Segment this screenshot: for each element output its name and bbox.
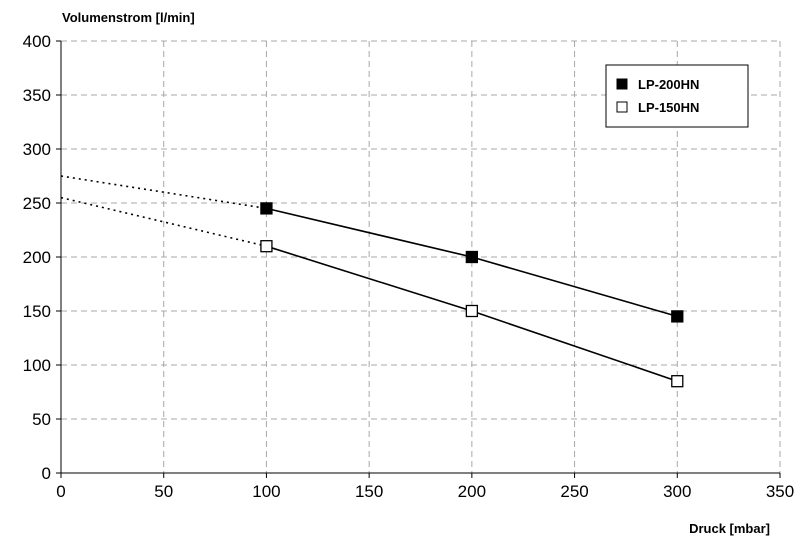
legend-label-lp-150hn: LP-150HN <box>638 100 699 115</box>
axes <box>56 40 781 478</box>
x-tick-label: 0 <box>56 482 65 501</box>
y-tick-label: 50 <box>32 410 51 429</box>
y-tick-label: 100 <box>23 356 51 375</box>
legend-marker-lp-150hn <box>616 101 628 113</box>
x-tick-label: 50 <box>154 482 173 501</box>
x-tick-label: 250 <box>560 482 588 501</box>
x-tick-label: 300 <box>663 482 691 501</box>
data-series <box>60 175 684 388</box>
y-tick-label: 400 <box>23 32 51 51</box>
legend-label-lp-200hn: LP-200HN <box>638 77 699 92</box>
y-tick-label: 200 <box>23 248 51 267</box>
data-point-lp-150hn <box>260 240 273 253</box>
x-tick-label: 350 <box>766 482 794 501</box>
y-tick-label: 150 <box>23 302 51 321</box>
legend-box <box>605 64 749 128</box>
extrapolation-line-lp-200hn <box>60 175 267 210</box>
data-point-lp-200hn <box>260 202 273 215</box>
x-tick-label: 200 <box>458 482 486 501</box>
data-point-lp-200hn <box>465 250 479 264</box>
y-tick-label: 0 <box>42 464 51 483</box>
x-tick-label: 150 <box>355 482 383 501</box>
data-point-lp-200hn <box>671 310 684 323</box>
y-tick-label: 300 <box>23 140 51 159</box>
extrapolation-line-lp-150hn <box>60 196 267 247</box>
data-point-lp-150hn <box>465 304 479 318</box>
x-axis-title: Druck [mbar] <box>689 521 770 536</box>
legend: LP-200HN LP-150HN <box>605 64 749 128</box>
data-point-lp-150hn <box>671 375 684 388</box>
tick-labels: 0 50 100 150 200 250 300 350 400 0 50 100 150 200 250 3… <box>23 32 795 501</box>
legend-marker-lp-200hn <box>616 78 628 90</box>
y-tick-label: 350 <box>23 86 51 105</box>
y-tick-label: 250 <box>23 194 51 213</box>
y-axis-title: Volumenstrom [l/min] <box>62 10 195 25</box>
x-tick-label: 100 <box>252 482 280 501</box>
